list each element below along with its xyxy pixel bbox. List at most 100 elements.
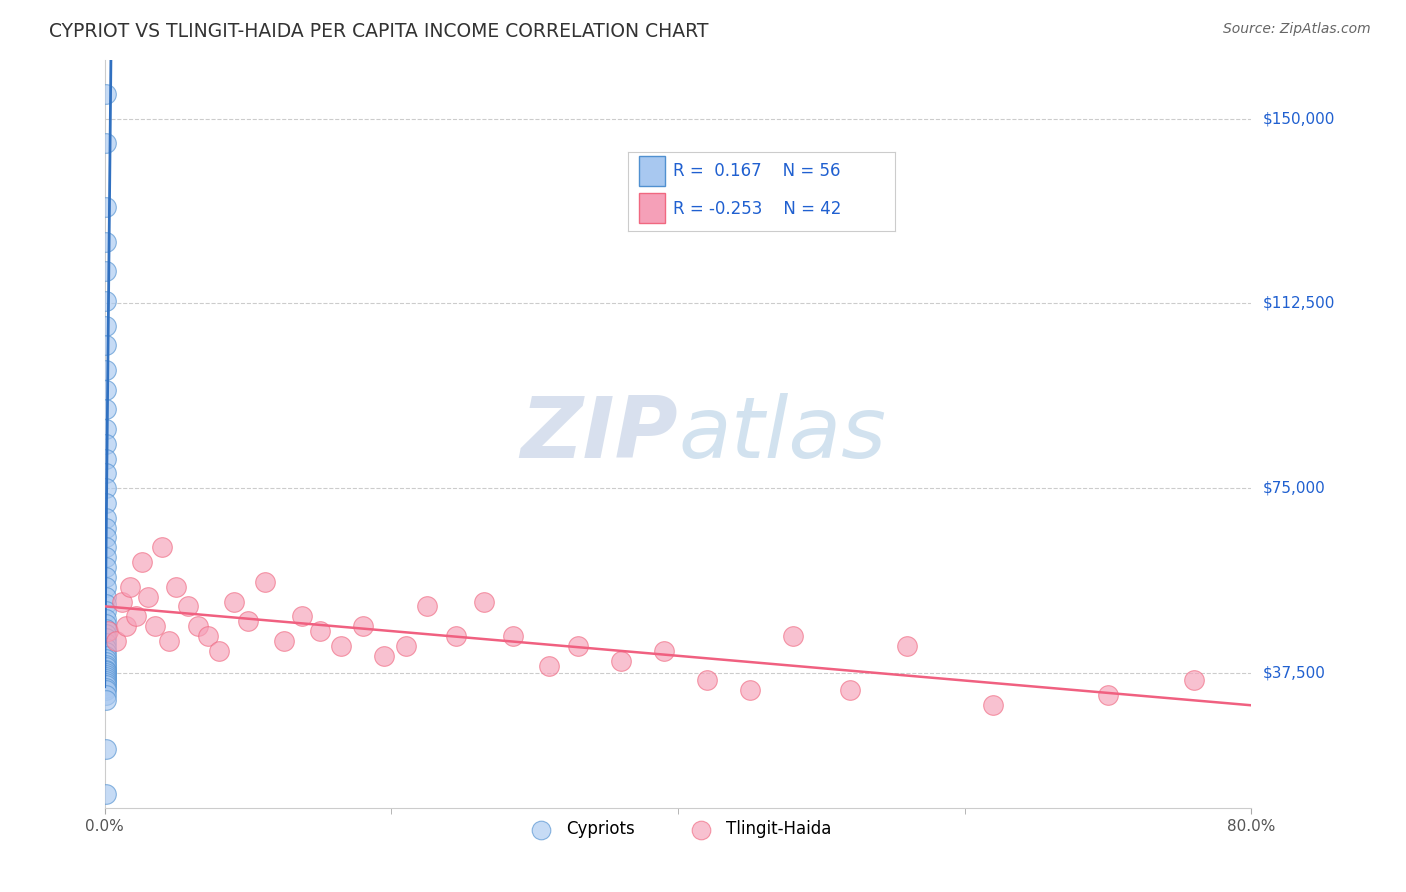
Point [115, 619, 138, 633]
Point [94, 570, 117, 584]
Text: R =  0.167    N = 56: R = 0.167 N = 56 [673, 162, 841, 180]
Point [208, 644, 231, 658]
Bar [638, 156, 665, 186]
Text: $112,500: $112,500 [1263, 296, 1334, 311]
Text: ZIP: ZIP [520, 392, 678, 475]
Text: R = -0.253    N = 42: R = -0.253 N = 42 [673, 200, 842, 218]
Point [94, 451, 117, 466]
Point [94, 541, 117, 555]
Point [94, 787, 117, 801]
Point [94, 612, 117, 626]
Point [94, 651, 117, 665]
Point [157, 634, 180, 648]
Point [1182, 673, 1205, 688]
Point [197, 629, 219, 643]
Point [981, 698, 1004, 712]
Point [96, 235, 118, 249]
Point [96, 597, 118, 611]
Point [94, 655, 117, 669]
Point [94, 293, 117, 308]
Point [94, 668, 117, 682]
Point [177, 599, 200, 614]
Point [96, 481, 118, 495]
Point [291, 609, 314, 624]
Point [94, 641, 117, 656]
Point [131, 555, 153, 569]
Point [94, 742, 117, 756]
Point [94, 496, 117, 510]
Text: $75,000: $75,000 [1263, 481, 1324, 496]
Point [839, 683, 862, 698]
Point [94, 616, 117, 631]
Point [94, 318, 117, 333]
Point [1097, 688, 1119, 702]
Point [187, 619, 209, 633]
Point [94, 663, 117, 677]
Point [94, 437, 117, 451]
Point [125, 609, 148, 624]
Point [652, 644, 675, 658]
Point [94, 383, 117, 397]
Point [94, 467, 117, 481]
Point [94, 688, 117, 702]
Point [105, 634, 128, 648]
Point [111, 594, 134, 608]
Point [696, 673, 718, 688]
Bar [638, 193, 665, 223]
Point [96, 402, 118, 417]
Point [444, 629, 467, 643]
Text: $150,000: $150,000 [1263, 112, 1334, 127]
Point [474, 594, 496, 608]
Point [94, 622, 117, 636]
Point [94, 676, 117, 690]
Point [373, 648, 395, 663]
Text: $37,500: $37,500 [1263, 665, 1326, 681]
Point [94, 590, 117, 604]
Point [94, 632, 117, 646]
Point [94, 683, 117, 698]
Point [94, 645, 117, 659]
Point [94, 422, 117, 436]
Point [94, 604, 117, 618]
Point [94, 510, 117, 524]
Point [395, 639, 418, 653]
Point [236, 614, 259, 628]
Point [94, 580, 117, 594]
Point [94, 363, 117, 377]
Point [94, 660, 117, 674]
Point [273, 634, 295, 648]
Point [94, 666, 117, 681]
Point [94, 648, 117, 663]
Point [94, 678, 117, 692]
Point [537, 658, 560, 673]
Point [96, 624, 118, 638]
Point [94, 521, 117, 535]
Point [94, 531, 117, 545]
Point [96, 636, 118, 650]
Point [96, 338, 118, 352]
Point [94, 560, 117, 574]
Text: CYPRIOT VS TLINGIT-HAIDA PER CAPITA INCOME CORRELATION CHART: CYPRIOT VS TLINGIT-HAIDA PER CAPITA INCO… [49, 22, 709, 41]
Text: Source: ZipAtlas.com: Source: ZipAtlas.com [1223, 22, 1371, 37]
Point [502, 629, 524, 643]
Point [94, 674, 117, 689]
Point [94, 87, 117, 101]
Point [94, 670, 117, 684]
Point [94, 673, 117, 687]
Point [609, 654, 631, 668]
Point [94, 626, 117, 640]
Point [308, 624, 330, 638]
Point [94, 201, 117, 215]
Point [150, 541, 173, 555]
Point [94, 264, 117, 278]
Point [94, 681, 117, 695]
Point [896, 639, 918, 653]
Point [254, 574, 277, 589]
Point [352, 619, 374, 633]
Point [94, 550, 117, 565]
Point [143, 619, 166, 633]
Point [330, 639, 353, 653]
Point [120, 580, 142, 594]
Point [416, 599, 439, 614]
Point [94, 136, 117, 151]
